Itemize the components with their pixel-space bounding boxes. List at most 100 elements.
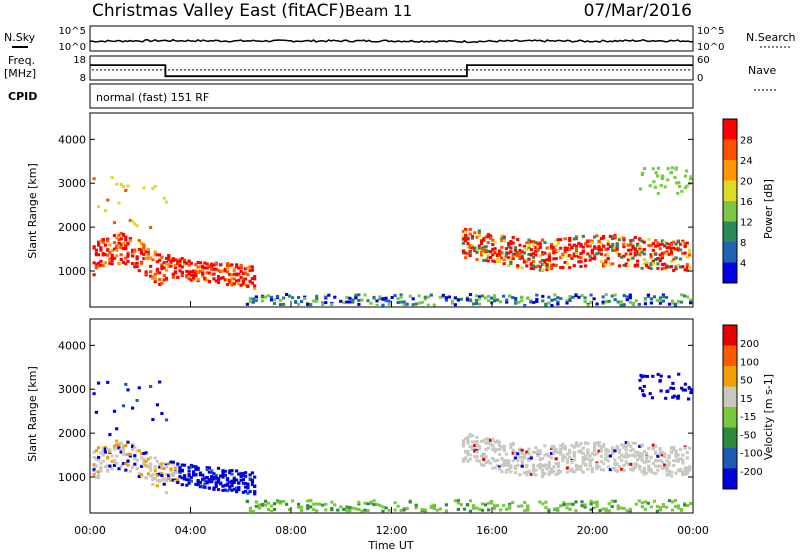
echo-cell [117,443,121,447]
power-ylabel: Slant Range [km] [26,163,39,259]
echo-cell [617,456,622,460]
echo-cell [203,261,207,265]
echo-cell [241,474,245,478]
echo-cell [593,235,597,239]
echo-cell [97,243,101,247]
echo-cell [97,253,101,257]
echo-cell [97,474,101,477]
echo-cell [216,274,221,278]
echo-cell [672,464,676,467]
echo-cell [660,242,664,246]
echo-cell [534,265,538,269]
echo-cell [581,249,585,253]
echo-cell [563,445,567,449]
echo-cell [604,509,608,513]
echo-cell [176,478,180,482]
echo-cell [99,467,103,471]
echo-cell [110,249,114,253]
echo-cell [237,278,241,282]
echo-cell [554,263,558,267]
echo-cell [574,252,579,256]
echo-cell [466,245,470,249]
echo-cell [508,504,512,508]
echo-cell [473,455,477,459]
echo-cell [561,453,565,457]
echo-cell [647,243,651,247]
echo-cell [140,452,144,456]
echo-cell [529,300,533,304]
velocity-cells [92,372,694,513]
echo-cell [688,266,692,270]
echo-cell [626,258,631,262]
echo-cell [642,240,646,244]
echo-cell [194,271,198,275]
echo-cell [180,463,184,467]
echo-cell [487,501,491,505]
echo-cell [357,500,361,504]
echo-cell [444,296,448,300]
echo-cell [324,508,328,512]
echo-cell [538,466,542,470]
echo-cell [658,508,662,512]
echo-cell [187,263,191,267]
echo-cell [663,244,667,248]
echo-cell [164,491,169,495]
echo-cell [511,255,515,259]
echo-cell [554,244,558,248]
echo-cell [592,506,596,510]
echo-cell [282,302,286,306]
echo-cell [135,257,139,261]
echo-cell [541,468,545,472]
echo-cell [597,465,601,469]
echo-cell [629,453,633,457]
echo-cell [372,499,376,503]
echo-cell [688,253,692,257]
echo-cell [230,283,234,287]
echo-cell [219,263,223,267]
echo-cell [489,234,493,238]
echo-cell [366,299,370,303]
echo-cell [297,505,301,509]
echo-cell [538,245,542,249]
echo-cell [306,507,310,511]
echo-cell [541,259,545,262]
echo-cell [230,273,234,277]
echo-cell [124,247,128,251]
echo-cell [622,238,626,242]
echo-cell [212,277,216,281]
echo-cell [495,448,499,452]
echo-cell [599,454,603,458]
echo-cell [633,263,637,267]
echo-cell [625,295,629,299]
echo-cell [672,459,676,463]
echo-cell [162,266,166,270]
echo-cell [151,276,155,280]
echo-cell [505,507,509,511]
echo-cell [565,262,570,266]
echo-cell [659,183,663,187]
echo-cell [108,261,112,265]
echo-cell [631,447,635,451]
echo-cell [444,509,448,513]
echo-cell [405,507,409,510]
echo-cell [491,447,495,451]
echo-cell [531,466,536,470]
echo-cell [466,242,470,246]
echo-cell [669,450,674,454]
echo-cell [151,483,155,486]
echo-cell [547,260,551,264]
echo-cell [468,246,472,250]
echo-cell [495,253,499,257]
echo-cell [475,458,479,462]
echo-cell [216,268,221,272]
echo-cell [588,239,592,243]
echo-cell [489,438,493,442]
echo-cell [572,458,576,462]
echo-cell [622,254,626,258]
echo-cell [348,506,352,510]
echo-cell [354,296,358,300]
echo-cell [641,389,645,393]
echo-cell [565,502,569,506]
echo-cell [604,263,608,267]
